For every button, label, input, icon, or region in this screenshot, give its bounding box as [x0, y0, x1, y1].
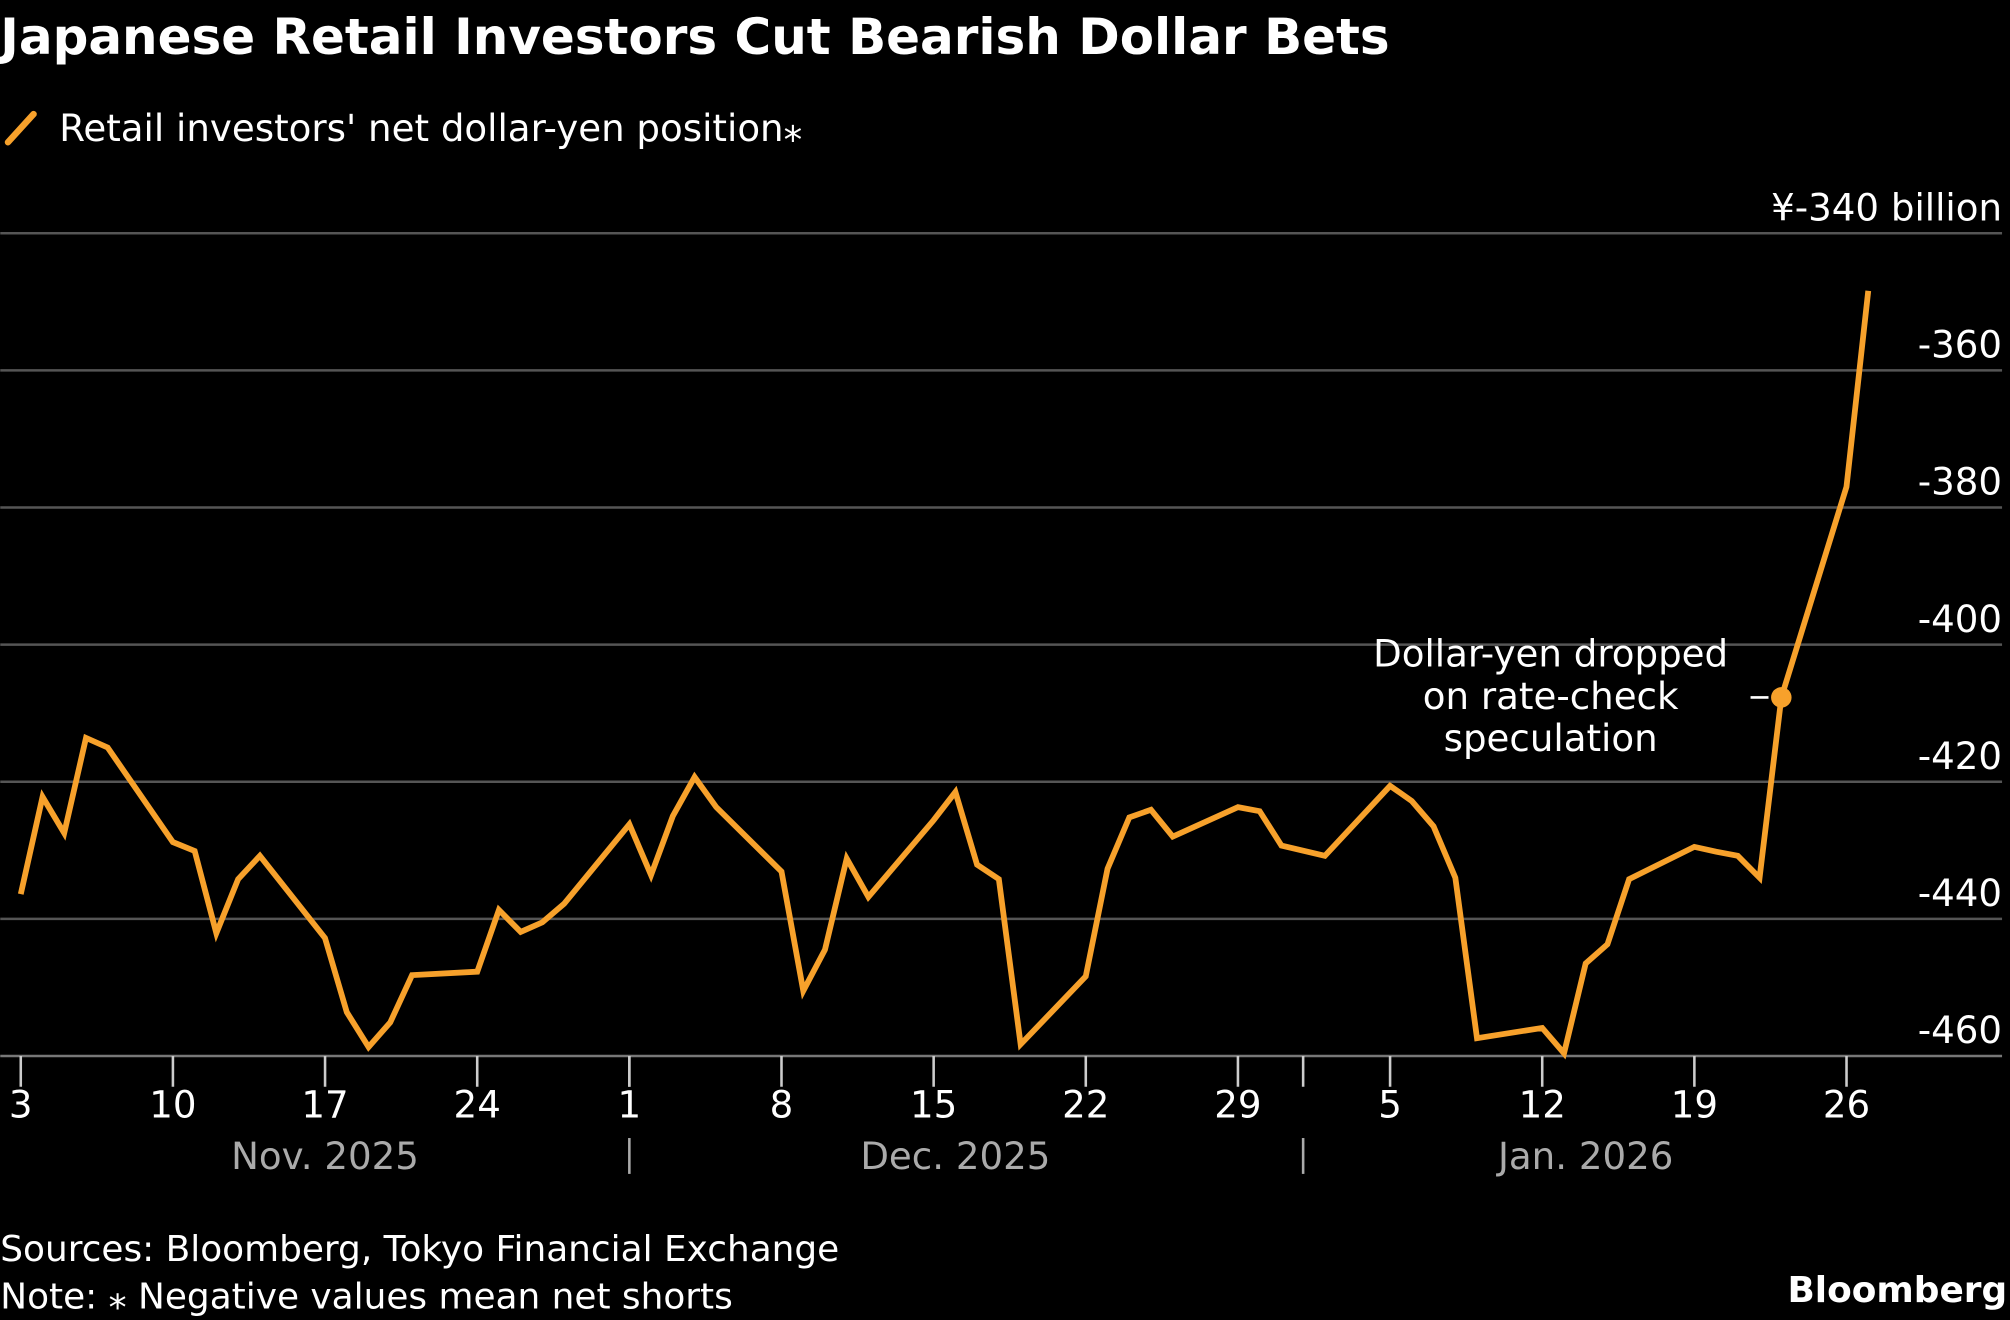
annotation-text: Dollar-yen dropped	[1373, 633, 1728, 676]
x-tick-label: 29	[1214, 1084, 1261, 1127]
y-tick-label: ¥-340 billion	[1771, 186, 2002, 229]
x-tick-label: 24	[454, 1084, 501, 1127]
x-tick-label: 26	[1823, 1084, 1870, 1127]
y-tick-label: -380	[1918, 461, 2002, 504]
y-tick-label: -440	[1918, 872, 2002, 915]
y-tick-label: -400	[1918, 598, 2002, 641]
footnote: Note: ⁎ Negative values mean net shorts	[0, 1276, 733, 1317]
x-tick-label: 19	[1671, 1084, 1718, 1127]
month-label: Jan. 2026	[1496, 1135, 1673, 1178]
annotation-text: speculation	[1444, 717, 1658, 760]
x-tick-label: 1	[618, 1084, 642, 1127]
legend-swatch	[4, 110, 37, 146]
y-tick-label: -460	[1918, 1009, 2002, 1052]
annotation-point	[1771, 687, 1792, 708]
legend-label: Retail investors' net dollar-yen positio…	[59, 107, 802, 150]
x-tick-label: 15	[910, 1084, 957, 1127]
x-tick-label: 22	[1062, 1084, 1109, 1127]
y-tick-label: -420	[1918, 735, 2002, 778]
x-tick-label: 10	[149, 1084, 196, 1127]
x-tick-label: 8	[770, 1084, 794, 1127]
gridlines	[0, 231, 2003, 1058]
month-label: Dec. 2025	[860, 1135, 1050, 1178]
series-line	[17, 290, 1872, 1060]
bloomberg-logo: Bloomberg	[1787, 1270, 2007, 1311]
y-axis: ¥-340 billion -360 -380 -400 -420 -440 -460	[1771, 186, 2002, 1052]
x-axis: 3 10 17 24 1 8 15 22 29 5 12 19 26 Nov. 2025 Dec. 2025…	[9, 1056, 1870, 1178]
annotation-text: on rate-check	[1423, 675, 1679, 718]
sources-note: Sources: Bloomberg, Tokyo Financial Exch…	[0, 1229, 839, 1270]
x-tick-label: 5	[1378, 1084, 1402, 1127]
month-label: Nov. 2025	[231, 1135, 419, 1178]
chart-title: Japanese Retail Investors Cut Bearish Do…	[0, 8, 1390, 66]
x-tick-label: 3	[9, 1084, 33, 1127]
x-tick-label: 12	[1519, 1084, 1566, 1127]
y-tick-label: -360	[1918, 324, 2002, 367]
x-tick-label: 17	[301, 1084, 348, 1127]
